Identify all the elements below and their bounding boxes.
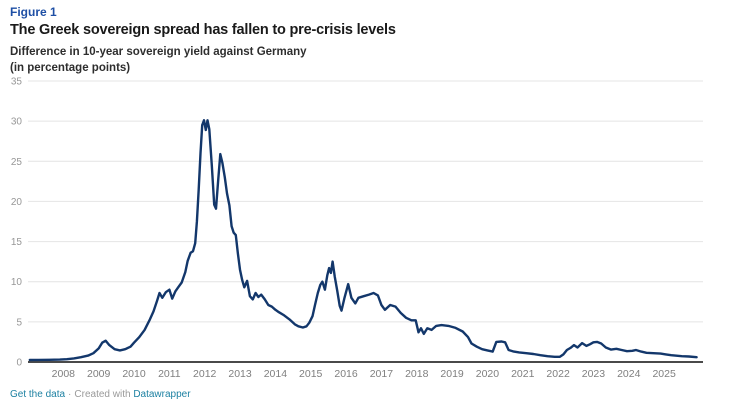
footer-separator: · — [68, 389, 72, 400]
x-tick-label: 2010 — [122, 368, 146, 380]
x-tick-label: 2025 — [652, 368, 676, 380]
spread-line — [28, 119, 698, 362]
x-tick-label: 2008 — [52, 368, 76, 380]
y-tick-label: 20 — [11, 197, 23, 208]
x-tick-label: 2019 — [440, 368, 464, 380]
x-tick-label: 2022 — [546, 368, 570, 380]
y-tick-label: 5 — [16, 317, 22, 328]
x-tick-label: 2015 — [299, 368, 323, 380]
y-tick-label: 10 — [11, 277, 23, 288]
y-tick-label: 35 — [11, 77, 23, 88]
x-tick-label: 2017 — [370, 368, 394, 380]
figure-label: Figure 1 — [10, 5, 57, 19]
y-tick-label: 25 — [11, 157, 23, 168]
y-tick-label: 0 — [16, 358, 22, 369]
x-tick-label: 2012 — [193, 368, 217, 380]
datawrapper-link[interactable]: Datawrapper — [133, 389, 191, 400]
x-tick-label: 2018 — [405, 368, 429, 380]
footer-created-with: Created with — [74, 389, 131, 400]
x-tick-label: 2023 — [582, 368, 606, 380]
x-tick-label: 2014 — [264, 368, 288, 380]
chart-subtitle-units: (in percentage points) — [10, 62, 131, 74]
chart-footer: Get the data · Created with Datawrapper — [10, 389, 191, 400]
x-tick-label: 2009 — [87, 368, 111, 380]
chart-title: The Greek sovereign spread has fallen to… — [10, 22, 396, 38]
y-tick-label: 15 — [11, 237, 23, 248]
get-the-data-link[interactable]: Get the data — [10, 389, 66, 400]
y-tick-label: 30 — [11, 117, 23, 128]
x-tick-label: 2020 — [476, 368, 500, 380]
x-tick-label: 2024 — [617, 368, 641, 380]
x-tick-label: 2011 — [158, 368, 181, 380]
x-tick-label: 2016 — [334, 368, 358, 380]
x-tick-label: 2021 — [511, 368, 535, 380]
chart-subtitle: Difference in 10-year sovereign yield ag… — [10, 46, 307, 58]
x-tick-label: 2013 — [228, 368, 252, 380]
